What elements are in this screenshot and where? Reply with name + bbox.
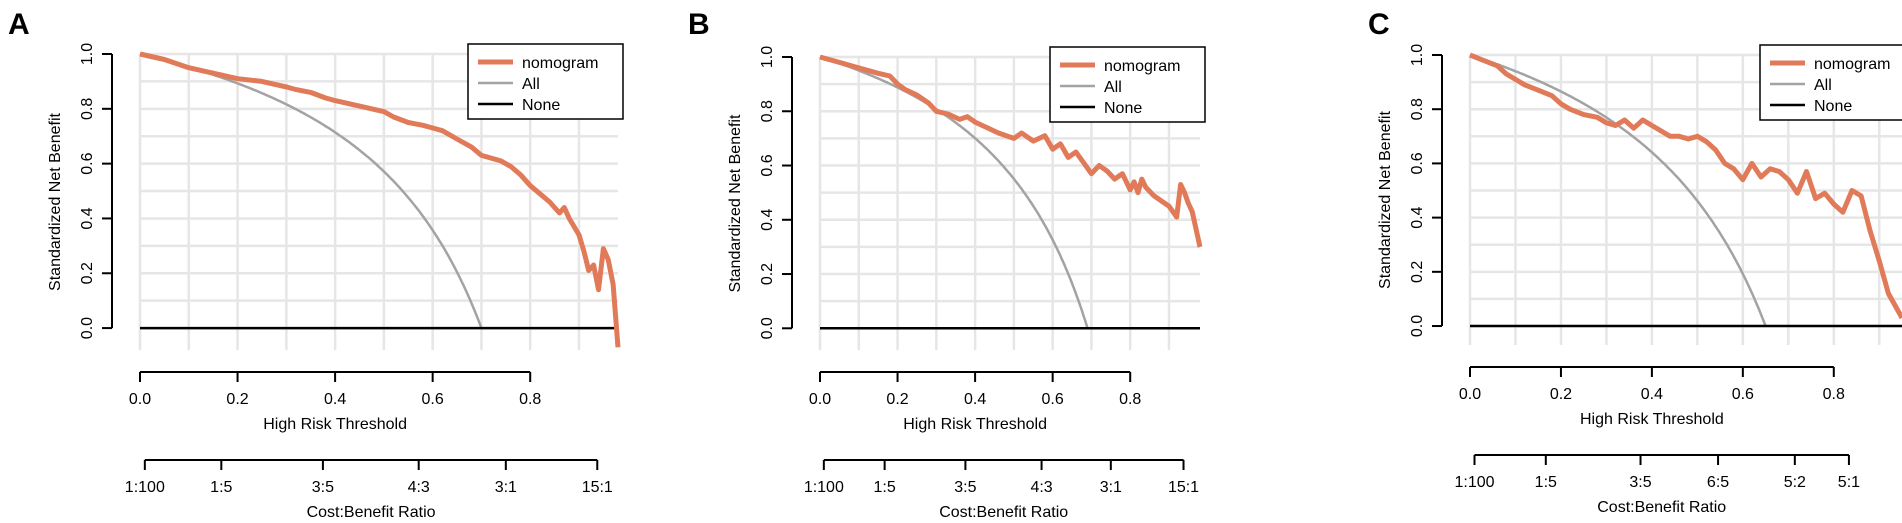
legend-label-none: None	[522, 97, 560, 114]
ratio-tick-label: 4:3	[408, 479, 430, 496]
ratio-tick-label: 1:5	[1535, 474, 1557, 491]
y-tick-label: 1.0	[759, 46, 776, 68]
x-tick-label: 0.6	[1732, 386, 1754, 403]
ratio-tick-label: 3:1	[495, 479, 517, 496]
ratio-tick-label: 3:1	[1100, 479, 1122, 496]
legend-box	[1759, 44, 1902, 121]
y-tick-label: 0.2	[1409, 261, 1426, 283]
y-tick-label: 1.0	[1409, 44, 1426, 66]
legend-label-none: None	[1104, 100, 1142, 117]
y-tick-label: 0.6	[79, 152, 96, 174]
x-tick-label: 0.0	[1459, 386, 1481, 403]
ratio-tick-label: 5:2	[1784, 474, 1806, 491]
y-tick-label: 0.2	[79, 262, 96, 284]
x-axis-label: High Risk Threshold	[263, 416, 407, 433]
x-tick-label: 0.4	[324, 391, 346, 408]
ratio-tick-label: 3:5	[954, 479, 976, 496]
legend: nomogram All None	[467, 43, 624, 120]
ratio-tick-label: 1:100	[804, 479, 844, 496]
legend-box	[467, 43, 624, 120]
y-tick-label: 0.6	[1409, 152, 1426, 174]
series-nomogram-line	[819, 54, 1203, 248]
y-tick-label: 0.8	[79, 98, 96, 120]
y-axis-label: Standardized Net Benefit	[727, 114, 744, 292]
legend-label-nomogram: nomogram	[522, 55, 598, 72]
series-nomogram-line	[1469, 52, 1902, 320]
legend-label-nomogram: nomogram	[1814, 56, 1890, 73]
x-tick-label: 0.8	[1823, 386, 1845, 403]
y-tick-label: 0.0	[79, 317, 96, 339]
x-tick-label: 0.8	[1119, 391, 1141, 408]
y-axis-label: Standardized Net Benefit	[47, 113, 64, 291]
ratio-tick-label: 1:100	[1454, 474, 1494, 491]
y-tick-label: 0.0	[759, 317, 776, 339]
y-tick-label: 0.4	[79, 207, 96, 229]
y-tick-label: 0.4	[759, 209, 776, 231]
panel-label: B	[688, 8, 710, 41]
legend-label-all: All	[522, 76, 540, 93]
legend-label-none: None	[1814, 98, 1852, 115]
series-nomogram-line	[139, 51, 621, 348]
x-axis-label: High Risk Threshold	[903, 416, 1047, 433]
legend-label-all: All	[1814, 77, 1832, 94]
ratio-tick-label: 1:100	[125, 479, 165, 496]
x-tick-label: 0.0	[129, 391, 151, 408]
y-tick-label: 0.4	[1409, 206, 1426, 228]
x-tick-label: 0.8	[519, 391, 541, 408]
chart-panel-b: B 0.0 0.2 0.4 0.6 0.8 1.0 Standardized Net Bene…	[688, 8, 1206, 521]
legend: nomogram All None	[1049, 46, 1206, 123]
ratio-tick-label: 1:5	[874, 479, 896, 496]
ratio-tick-label: 3:5	[1629, 474, 1651, 491]
x-tick-label: 0.6	[422, 391, 444, 408]
ratio-tick-label: 4:3	[1030, 479, 1052, 496]
ratio-tick-label: 15:1	[1168, 479, 1199, 496]
y-tick-label: 0.6	[759, 154, 776, 176]
legend: nomogram All None	[1759, 44, 1902, 121]
y-tick-label: 0.8	[759, 100, 776, 122]
ratio-axis-label: Cost:Benefit Ratio	[307, 504, 436, 521]
ratio-tick-label: 1:5	[210, 479, 232, 496]
x-tick-label: 0.2	[886, 391, 908, 408]
legend-box	[1049, 46, 1206, 123]
x-tick-label: 0.2	[1550, 386, 1572, 403]
ratio-tick-label: 5:1	[1838, 474, 1860, 491]
legend-label-nomogram: nomogram	[1104, 58, 1180, 75]
x-axis-label: High Risk Threshold	[1580, 411, 1724, 428]
ratio-tick-label: 15:1	[582, 479, 613, 496]
x-tick-label: 0.2	[226, 391, 248, 408]
panel-label: A	[8, 8, 30, 41]
ratio-tick-label: 6:5	[1707, 474, 1729, 491]
y-tick-label: 1.0	[79, 43, 96, 65]
y-axis-label: Standardized Net Benefit	[1377, 111, 1394, 289]
legend-label-all: All	[1104, 79, 1122, 96]
chart-panel-c: C 0.0 0.2 0.4 0.6 0.8 1.0 Standardized Net Bene…	[1368, 8, 1902, 516]
y-tick-label: 0.8	[1409, 98, 1426, 120]
series-all-line	[819, 55, 1089, 329]
x-tick-label: 0.6	[1042, 391, 1064, 408]
ratio-axis-label: Cost:Benefit Ratio	[1597, 499, 1726, 516]
x-tick-label: 0.4	[964, 391, 986, 408]
chart-panel-a: A 0.0 0.2 0.4 0.6 0.8 1.0 Standardized Net Bene…	[8, 8, 624, 521]
y-tick-label: 0.0	[1409, 315, 1426, 337]
ratio-axis-label: Cost:Benefit Ratio	[939, 504, 1068, 521]
panel-label: C	[1368, 8, 1390, 41]
x-tick-label: 0.0	[809, 391, 831, 408]
y-tick-label: 0.2	[759, 263, 776, 285]
x-tick-label: 0.4	[1641, 386, 1663, 403]
ratio-tick-label: 3:5	[312, 479, 334, 496]
